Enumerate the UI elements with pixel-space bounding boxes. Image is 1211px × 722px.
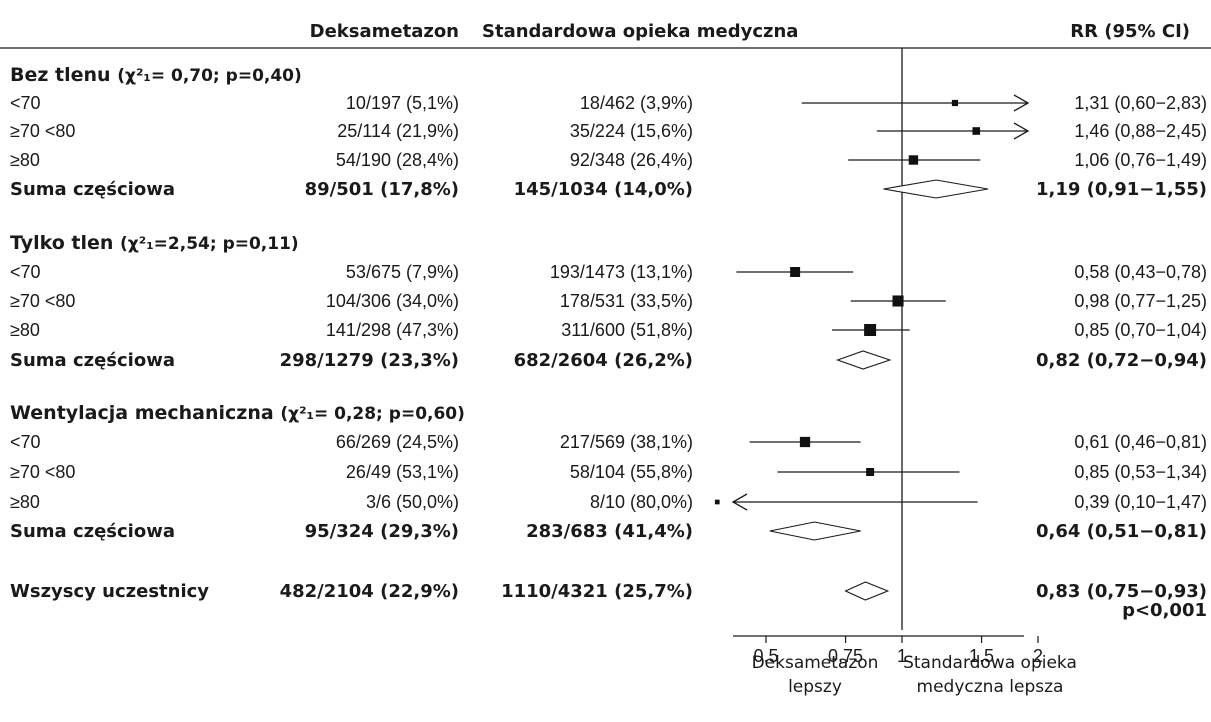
subgroup-row-rr-text: 0,61 (0,46−0,81) (1074, 432, 1207, 452)
subgroup-row-rr-text: 0,58 (0,43−0,78) (1074, 262, 1207, 282)
point-estimate-square (893, 295, 904, 306)
subgroup-row-standard-care: 193/1473 (13,1%) (550, 262, 693, 282)
header-standard-care: Standardowa opieka medyczna (482, 21, 798, 42)
subgroup-row-label: ≥80 (10, 320, 40, 340)
group-title: Bez tlenu (χ²₁= 0,70; p=0,40) (10, 64, 302, 86)
subgroup-row-label: ≥70 <80 (10, 121, 75, 141)
subgroup-row-label: ≥80 (10, 492, 40, 512)
group-title: Wentylacja mechaniczna (χ²₁= 0,28; p=0,6… (10, 402, 465, 424)
subgroup-row-standard-care: 92/348 (26,4%) (570, 150, 693, 170)
subgroup-row-rr-text: 0,85 (0,53−1,34) (1074, 462, 1207, 482)
rows-layer: Bez tlenu (χ²₁= 0,70; p=0,40) <70 10/197 (… (10, 64, 1207, 621)
subgroup-row-standard-care: 58/104 (55,8%) (570, 462, 693, 482)
subtotal-row-standard-care: 682/2604 (26,2%) (514, 350, 693, 371)
subgroup-row-dexamethasone: 104/306 (34,0%) (326, 291, 459, 311)
subtotal-row-label: Suma częściowa (10, 179, 175, 200)
overall-row-label: Wszyscy uczestnicy (10, 581, 209, 602)
subgroup-row-dexamethasone: 3/6 (50,0%) (366, 492, 459, 512)
subgroup-row-dexamethasone: 10/197 (5,1%) (346, 93, 459, 113)
subgroup-row-rr-text: 0,39 (0,10−1,47) (1074, 492, 1207, 512)
subtotal-row-label: Suma częściowa (10, 521, 175, 542)
right-caption-line2: medyczna lepsza (917, 677, 1064, 697)
point-estimate-square (952, 100, 958, 106)
overall-p-value: p<0,001 (1122, 600, 1207, 621)
subgroup-row-standard-care: 18/462 (3,9%) (580, 93, 693, 113)
subgroup-row-dexamethasone: 26/49 (53,1%) (346, 462, 459, 482)
subgroup-row-label: <70 (10, 262, 41, 282)
point-estimate-square (864, 324, 876, 336)
subgroup-row-label: ≥80 (10, 150, 40, 170)
subtotal-row-standard-care: 145/1034 (14,0%) (514, 179, 693, 200)
subgroup-row-standard-care: 35/224 (15,6%) (570, 121, 693, 141)
marks-layer (715, 95, 1028, 600)
overall-row-rr-text: 0,83 (0,75−0,93) (1036, 581, 1207, 602)
subgroup-row-dexamethasone: 141/298 (47,3%) (326, 320, 459, 340)
overall-row-standard-care: 1110/4321 (25,7%) (501, 581, 693, 602)
subgroup-row-standard-care: 311/600 (51,8%) (561, 320, 693, 340)
point-estimate-square (972, 127, 980, 135)
subgroup-row-label: <70 (10, 432, 41, 452)
subtotal-row-dexamethasone: 298/1279 (23,3%) (280, 350, 459, 371)
subgroup-row-dexamethasone: 54/190 (28,4%) (336, 150, 459, 170)
subgroup-row-rr-text: 1,06 (0,76−1,49) (1074, 150, 1207, 170)
subgroup-row-rr-text: 1,31 (0,60−2,83) (1074, 93, 1207, 113)
subtotal-row-dexamethasone: 95/324 (29,3%) (305, 521, 459, 542)
subtotal-row-rr-text: 0,82 (0,72−0,94) (1036, 350, 1207, 371)
subtotal-row-rr-text: 1,19 (0,91−1,55) (1036, 179, 1207, 200)
subgroup-row-dexamethasone: 25/114 (21,9%) (337, 121, 459, 141)
subgroup-row-standard-care: 217/569 (38,1%) (560, 432, 693, 452)
group-title: Tylko tlen (χ²₁=2,54; p=0,11) (10, 232, 299, 254)
subgroup-row-label: <70 (10, 93, 41, 113)
header-dexamethasone: Deksametazon (310, 21, 459, 42)
pooled-estimate-diamond (883, 180, 987, 198)
subgroup-row-standard-care: 8/10 (80,0%) (590, 492, 693, 512)
left-caption-line1: Deksametazon (752, 653, 879, 673)
pooled-estimate-diamond (846, 582, 888, 600)
point-estimate-square (790, 267, 800, 277)
pooled-estimate-diamond (838, 351, 890, 369)
subtotal-row-label: Suma częściowa (10, 350, 175, 371)
point-estimate-square (715, 500, 720, 505)
subgroup-row-rr-text: 0,85 (0,70−1,04) (1074, 320, 1207, 340)
point-estimate-square (866, 468, 874, 476)
subgroup-row-dexamethasone: 53/675 (7,9%) (346, 262, 459, 282)
pooled-estimate-diamond (770, 522, 861, 540)
subgroup-row-rr-text: 0,98 (0,77−1,25) (1074, 291, 1207, 311)
left-caption-line2: lepszy (788, 677, 842, 697)
subtotal-row-rr-text: 0,64 (0,51−0,81) (1036, 521, 1207, 542)
overall-row-dexamethasone: 482/2104 (22,9%) (280, 581, 459, 602)
right-caption-line1: Standardowa opieka (903, 653, 1077, 673)
point-estimate-square (800, 437, 810, 447)
subgroup-row-label: ≥70 <80 (10, 291, 75, 311)
subgroup-row-standard-care: 178/531 (33,5%) (560, 291, 693, 311)
subtotal-row-dexamethasone: 89/501 (17,8%) (305, 179, 459, 200)
point-estimate-square (909, 155, 918, 164)
subgroup-row-dexamethasone: 66/269 (24,5%) (336, 432, 459, 452)
subtotal-row-standard-care: 283/683 (41,4%) (526, 521, 693, 542)
header-rr-ci: RR (95% CI) (1070, 21, 1190, 42)
subgroup-row-rr-text: 1,46 (0,88−2,45) (1074, 121, 1207, 141)
subgroup-row-label: ≥70 <80 (10, 462, 75, 482)
